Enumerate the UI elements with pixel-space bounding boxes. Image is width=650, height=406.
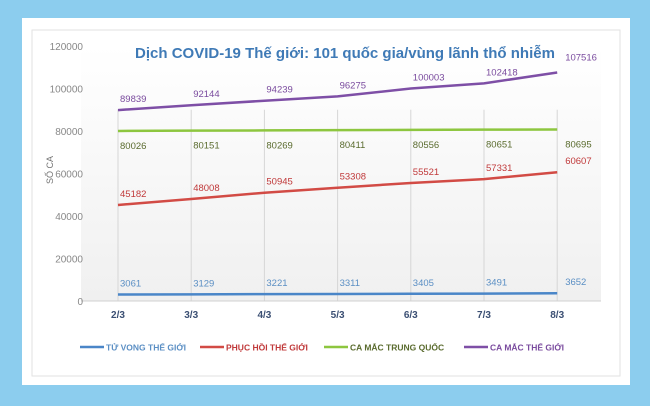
data-label: 80651 (486, 140, 512, 151)
data-label: 45182 (120, 189, 146, 200)
data-label: 80151 (193, 141, 219, 152)
data-label: 92144 (193, 89, 219, 100)
x-tick-label: 3/3 (184, 310, 198, 321)
series-line (117, 71, 558, 112)
legend-label: CA MẮC THẾ GIỚI (490, 342, 564, 353)
x-tick-label: 4/3 (257, 310, 271, 321)
chart-card: 0 20000 40000 60000 80000 100000 120000 2/3 3/3… (22, 18, 630, 385)
data-label: 96275 (340, 80, 366, 91)
y-tick-label: 60000 (55, 170, 83, 181)
data-label: 3311 (340, 278, 360, 289)
y-tick-label: 80000 (55, 127, 83, 138)
y-tick-label: 40000 (55, 212, 83, 223)
y-tick-label: 20000 (55, 255, 83, 266)
x-tick-label: 2/3 (111, 310, 125, 321)
series-line (117, 170, 558, 207)
data-label: 100003 (413, 72, 445, 83)
y-tick-label: 100000 (50, 85, 84, 96)
x-tick-label: 7/3 (477, 310, 491, 321)
series-line (117, 128, 558, 133)
series-line (117, 291, 558, 296)
data-label: 50945 (266, 177, 292, 188)
data-label: 107516 (565, 53, 597, 64)
x-tick-label: 5/3 (331, 310, 345, 321)
chart-title: Dịch COVID-19 Thế giới: 101 quốc gia/vùn… (135, 45, 555, 62)
data-label: 80269 (266, 140, 292, 151)
line-chart: 0 20000 40000 60000 80000 100000 120000 2/3 3/3… (31, 29, 621, 377)
y-tick-label: 0 (77, 297, 83, 308)
data-label: 57331 (486, 163, 512, 174)
legend-label: CA MẮC TRUNG QUỐC (350, 342, 444, 353)
y-tick-label: 120000 (50, 42, 84, 53)
data-label: 102418 (486, 67, 518, 78)
data-label: 3129 (193, 278, 214, 289)
y-axis-label: SỐ CA (44, 156, 55, 184)
x-tick-label: 8/3 (550, 310, 564, 321)
data-label: 48008 (193, 183, 219, 194)
plot-area (81, 46, 601, 301)
data-label: 89839 (120, 94, 146, 105)
legend-label: PHỤC HỒI THẾ GIỚI (226, 342, 308, 353)
data-label: 53308 (340, 172, 366, 183)
data-label: 3061 (120, 278, 141, 289)
data-label: 80026 (120, 141, 146, 152)
data-label: 80411 (340, 140, 366, 151)
x-tick-label: 6/3 (404, 310, 418, 321)
data-label: 60607 (565, 156, 591, 167)
data-label: 3491 (486, 278, 507, 289)
data-label: 3405 (413, 278, 434, 289)
data-label: 80556 (413, 140, 439, 151)
data-label: 94239 (266, 85, 292, 96)
data-label: 3221 (266, 278, 287, 289)
data-label: 3652 (565, 277, 586, 288)
data-label: 80695 (565, 140, 591, 151)
data-label: 55521 (413, 167, 439, 178)
legend-label: TỬ VONG THẾ GIỚI (106, 342, 186, 353)
